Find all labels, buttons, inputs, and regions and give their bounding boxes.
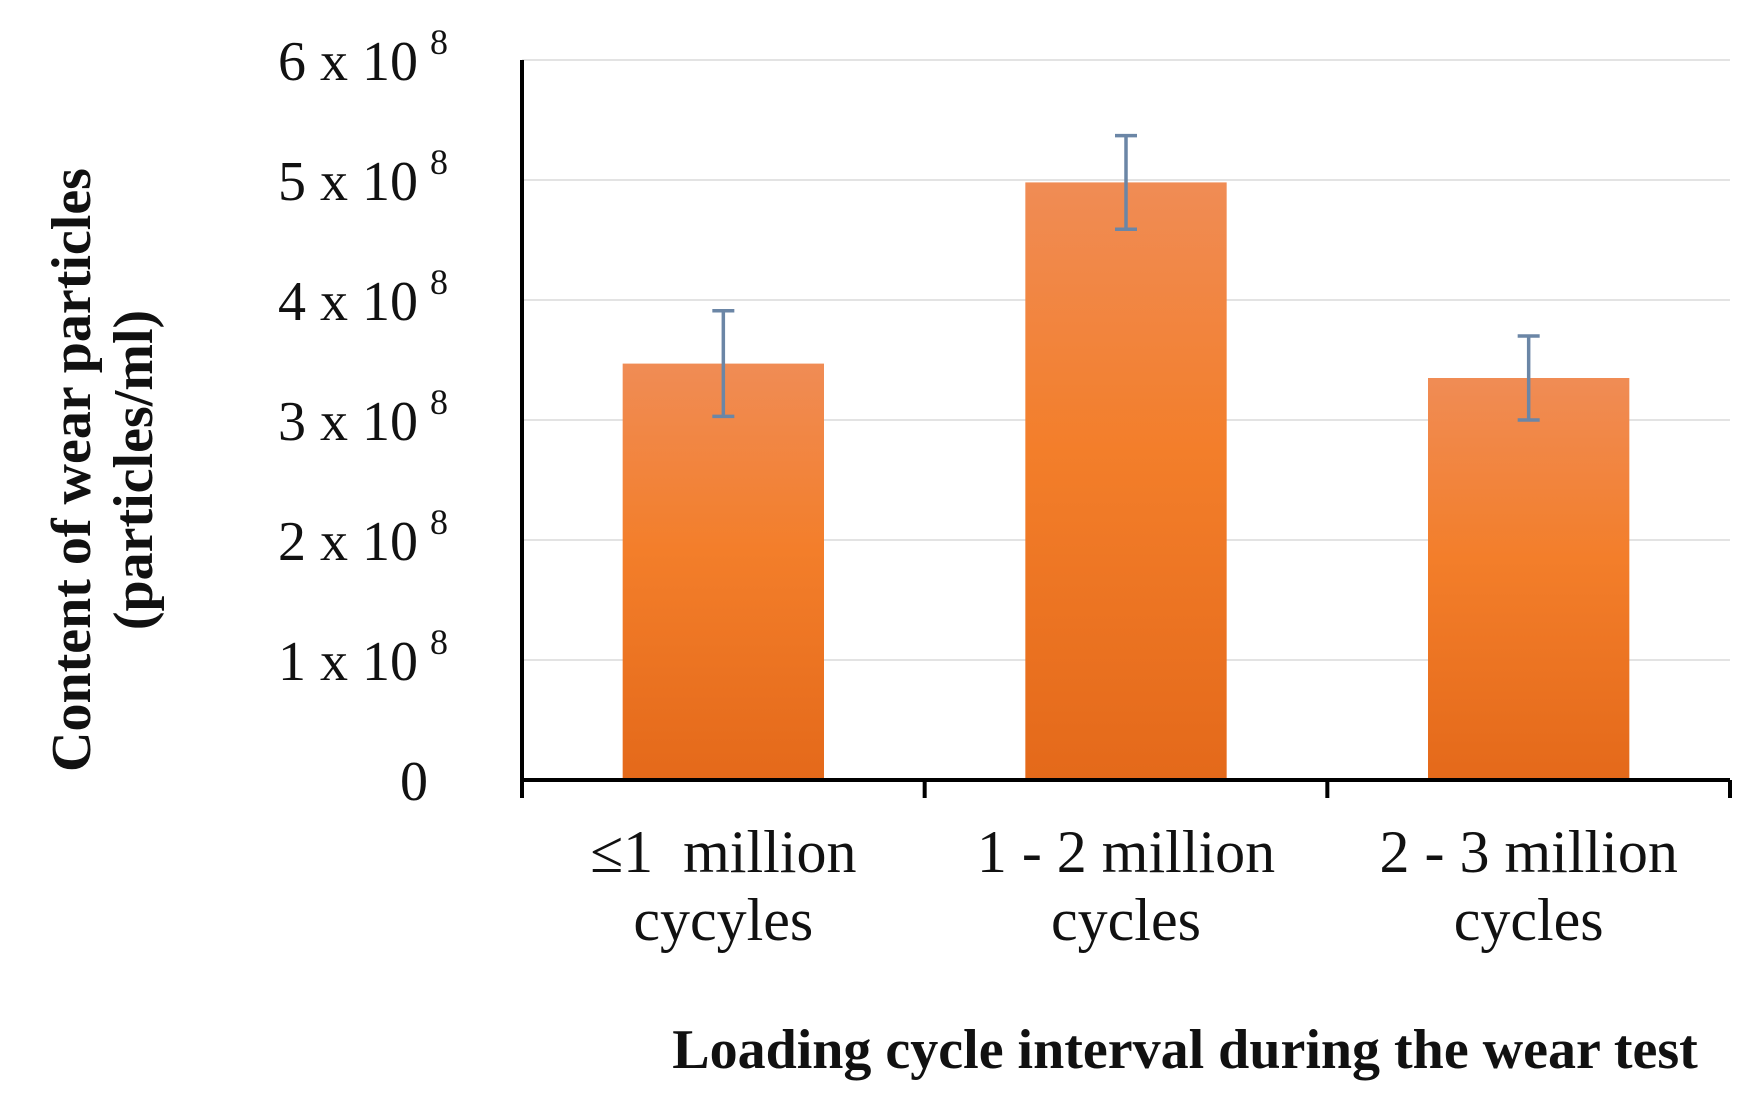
x-category-label-2-line-1: 1 - 2 million (977, 819, 1275, 885)
bar-1 (622, 363, 824, 780)
axes (520, 60, 1732, 798)
y-axis-title-line-2: (particles/ml) (103, 310, 165, 630)
x-category-label-1-line-1: ≤1 million (590, 819, 856, 885)
y-axis-title: Content of wear particles (particles/ml) (41, 168, 165, 772)
y-tick-label-0: 0 (400, 751, 428, 813)
bar-3 (1428, 378, 1630, 780)
y-tick-labels: 0 1 x 10 8 2 x 10 8 3 x 10 8 4 x 10 8 5 x 10 8 6 x … (278, 22, 448, 813)
x-category-label-1-line-2: cycyles (633, 887, 813, 953)
x-category-label-3-line-1: 2 - 3 million (1379, 819, 1677, 885)
error-bar-2 (1115, 133, 1137, 231)
y-tick-label-5: 5 x 10 8 (278, 142, 448, 213)
error-bar-3 (1517, 334, 1540, 422)
y-tick-label-1: 1 x 10 8 (278, 622, 448, 693)
error-bar-1 (712, 309, 735, 419)
y-axis-title-line-1: Content of wear particles (41, 168, 103, 772)
error-bars (712, 133, 1540, 422)
x-axis-title: Loading cycle interval during the wear t… (672, 1019, 1698, 1081)
y-tick-label-6: 6 x 10 8 (278, 22, 448, 93)
x-category-label-2-line-2: cycles (1051, 887, 1201, 953)
x-category-label-3-line-2: cycles (1454, 887, 1604, 953)
bar-2 (1025, 182, 1227, 780)
y-tick-label-2: 2 x 10 8 (278, 502, 448, 573)
y-tick-label-4: 4 x 10 8 (278, 262, 448, 333)
bars (622, 182, 1630, 780)
y-tick-label-3: 3 x 10 8 (278, 382, 448, 453)
